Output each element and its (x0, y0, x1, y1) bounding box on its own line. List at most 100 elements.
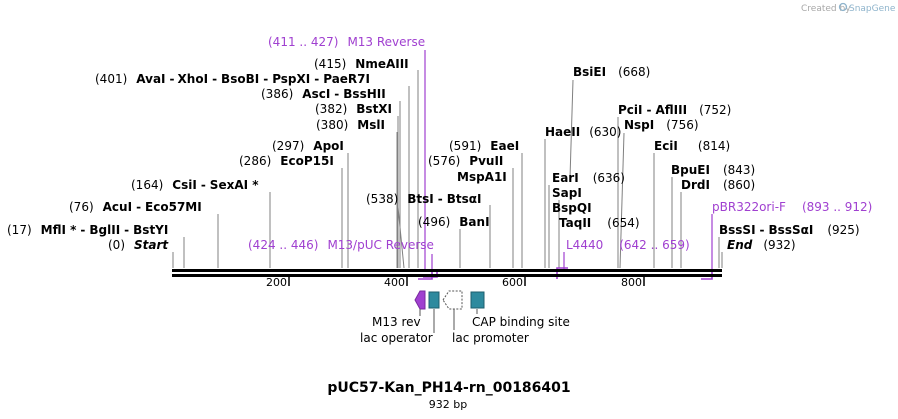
site-acui[interactable]: (76) AcuI - Eco57MI (69, 200, 202, 214)
ruler-label-600: 600 (502, 276, 523, 289)
site-name: AvaI (136, 72, 165, 86)
primer-m13-reverse[interactable]: (411 .. 427) M13 Reverse (268, 35, 425, 49)
site-eaei[interactable]: (591) EaeI (449, 139, 519, 153)
site-start[interactable]: (0) Start (108, 238, 169, 252)
leader-nspi (619, 132, 625, 269)
site-bstxi[interactable]: (382) BstXI (315, 102, 392, 116)
feature-label-m13rev: M13 rev (372, 315, 421, 329)
primer-name: L4440 (566, 238, 603, 252)
site-taqii[interactable]: TaqII (654) (559, 216, 640, 230)
site-ecop15i[interactable]: (286) EcoP15I (239, 154, 334, 168)
primer-pbr322ori-f[interactable]: pBR322ori-F (893 .. 912) (712, 200, 872, 214)
m13-rev-feature-arrow[interactable] (414, 290, 426, 310)
site-name: BanI (459, 215, 489, 229)
site-name: PspXI (272, 72, 310, 86)
feature-label-cap: CAP binding site (472, 315, 570, 329)
site-name: Eco57MI (145, 200, 202, 214)
snapgene-logo-icon (838, 2, 848, 12)
site-name: PaeR7I (323, 72, 370, 86)
site-haeii[interactable]: HaeII (630) (545, 125, 622, 139)
primer-name: M13 Reverse (347, 35, 425, 49)
site-csii[interactable]: (164) CsiI - SexAI * (131, 178, 259, 192)
site-name: BglII (89, 223, 120, 237)
site-bpuei[interactable]: BpuEI (843) (671, 163, 755, 177)
site-leader-lines (172, 70, 723, 269)
site-name: CsiI (172, 178, 197, 192)
site-pos: (932) (763, 238, 795, 252)
site-pos: (538) (366, 192, 398, 206)
site-asci[interactable]: (386) AscI - BssHII (261, 87, 386, 101)
primer-m13-puc-reverse[interactable]: (424 .. 446) M13/pUC Reverse (248, 238, 434, 252)
feature-label-lacop: lac operator (360, 331, 433, 345)
site-bani[interactable]: (496) BanI (418, 215, 490, 229)
site-pos: (654) (607, 216, 639, 230)
site-mfli[interactable]: (17) MflI * - BglII - BstYI (7, 223, 168, 237)
site-name: BstXI (356, 102, 392, 116)
ruler-label-400: 400 (384, 276, 405, 289)
primer-labels: (411 .. 427) M13 Reverse (424 .. 446) M13/… (248, 35, 872, 252)
site-name: BsoBI (221, 72, 259, 86)
site-eari[interactable]: EarI (636) (552, 171, 625, 185)
primer-bracket-m13rev (418, 270, 433, 280)
site-name: HaeII (545, 125, 580, 139)
site-name: AcuI (103, 200, 132, 214)
plasmid-title: pUC57-Kan_PH14-rn_00186401 (327, 380, 570, 396)
site-nmeaiii[interactable]: (415) NmeAIII (314, 57, 409, 71)
site-pos: (576) (428, 154, 460, 168)
site-pos: (843) (723, 163, 755, 177)
site-name: BssHII (343, 87, 385, 101)
primer-range: (642 .. 659) (619, 238, 689, 252)
site-name: SexAI * (210, 178, 259, 192)
site-pos: (382) (315, 102, 347, 116)
site-pos: (76) (69, 200, 94, 214)
site-name: XhoI (178, 72, 209, 86)
enzyme-labels: (0) Start (17) MflI * - BglII - BstYI (76) AcuI… (7, 57, 860, 252)
site-name: MflI * (41, 223, 77, 237)
site-end[interactable]: End (932) (727, 238, 796, 252)
leader-bsiei (569, 79, 574, 179)
watermark-prefix: Created by (801, 4, 851, 14)
primer-l4440[interactable]: L4440 (642 .. 659) (566, 238, 690, 252)
site-pos: (636) (593, 171, 625, 185)
bottom-strand (172, 274, 722, 277)
cap-binding-site-feature[interactable] (470, 291, 485, 309)
site-msli[interactable]: (380) MslI (316, 118, 385, 132)
primer-name: M13/pUC Reverse (327, 238, 434, 252)
site-pos: (860) (723, 178, 755, 192)
site-sapi[interactable]: SapI (552, 186, 582, 200)
site-name: AscI (302, 87, 330, 101)
site-nspi[interactable]: NspI (756) (624, 118, 699, 132)
site-mspa1i[interactable]: MspA1I (457, 170, 507, 184)
site-pos: (297) (272, 139, 304, 153)
site-btsi[interactable]: (538) BtsI - BtsαI (366, 192, 482, 206)
site-pos: (286) (239, 154, 271, 168)
site-bsssi[interactable]: BssSI - BssSαI (925) (719, 223, 860, 237)
site-bsiei[interactable]: BsiEI (668) (573, 65, 650, 79)
site-pos: (668) (618, 65, 650, 79)
site-name: PvuII (469, 154, 503, 168)
primer-range: (411 .. 427) (268, 35, 338, 49)
site-bspqi[interactable]: BspQI (552, 201, 592, 215)
site-pos: (415) (314, 57, 346, 71)
lac-promoter-feature-arrow[interactable] (442, 290, 463, 310)
top-strand (172, 269, 722, 272)
site-name: BpuEI (671, 163, 710, 177)
site-name: BstYI (133, 223, 168, 237)
site-name: NmeAIII (355, 57, 408, 71)
site-avai[interactable]: (401) AvaI - XhoI - BsoBI - PspXI - PaeR7I (95, 72, 370, 86)
site-drdi[interactable]: DrdI (860) (681, 178, 755, 192)
site-name: Start (134, 238, 169, 252)
site-apoi[interactable]: (297) ApoI (272, 139, 344, 153)
site-ecii[interactable]: EciI (814) (654, 139, 730, 153)
site-name: BssSI (719, 223, 756, 237)
primer-leader-lines (424, 50, 713, 270)
site-name: BsiEI (573, 65, 606, 79)
site-pcii[interactable]: PciI - AflIII (752) (618, 103, 731, 117)
ruler-label-800: 800 (621, 276, 642, 289)
primer-bracket-pbr (701, 270, 713, 280)
primer-name: pBR322ori-F (712, 200, 786, 214)
site-pos: (630) (589, 125, 621, 139)
site-pvuii[interactable]: (576) PvuII (428, 154, 503, 168)
lac-operator-feature[interactable] (428, 291, 440, 309)
